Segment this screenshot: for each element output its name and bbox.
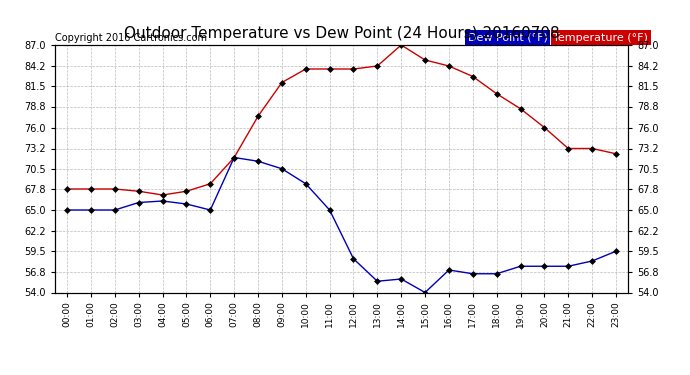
Text: Dew Point (°F): Dew Point (°F) [468, 33, 547, 42]
Text: Copyright 2016 Cartronics.com: Copyright 2016 Cartronics.com [55, 33, 207, 42]
Text: Temperature (°F): Temperature (°F) [553, 33, 649, 42]
Title: Outdoor Temperature vs Dew Point (24 Hours) 20160708: Outdoor Temperature vs Dew Point (24 Hou… [124, 26, 560, 41]
